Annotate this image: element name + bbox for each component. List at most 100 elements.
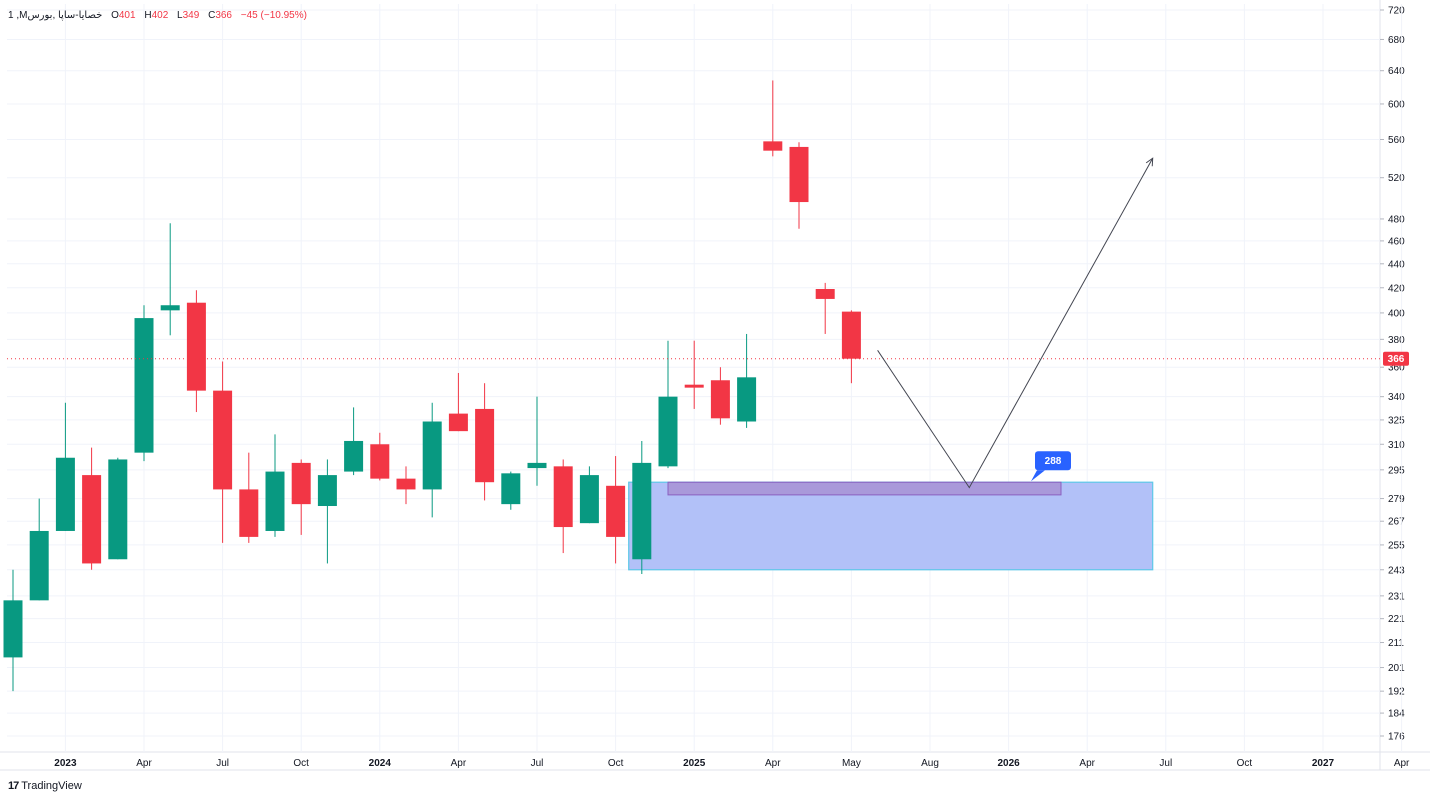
candle-body [501, 473, 521, 505]
candle-body [265, 471, 285, 531]
change-value: −45 (−10.95%) [240, 10, 307, 21]
date-tick-label: Apr [451, 758, 467, 769]
price-tick-label: 176 [1388, 732, 1405, 743]
candle-body [684, 384, 704, 388]
date-tick-label: Apr [1079, 758, 1095, 769]
date-tick-label: Apr [136, 758, 152, 769]
date-tick-label: Jul [216, 758, 229, 769]
candle-body [658, 396, 678, 467]
date-tick-label: Oct [1237, 758, 1253, 769]
candle-body [291, 462, 311, 505]
price-tick-label: 480 [1388, 214, 1405, 225]
projection-path [877, 158, 1154, 489]
price-tick-label: 325 [1388, 415, 1405, 426]
price-tick-label: 340 [1388, 392, 1405, 403]
candle-body [763, 141, 783, 151]
price-tick-label: 400 [1388, 308, 1405, 319]
date-tick-label: 2025 [683, 758, 706, 769]
candle-body [396, 478, 416, 490]
date-tick-label: 2023 [54, 758, 77, 769]
candle-body [448, 413, 468, 432]
support-zone [628, 481, 1154, 571]
projection-arrow-head [1145, 157, 1154, 167]
price-tick-label: 221 [1388, 614, 1405, 625]
close-label: C [208, 10, 216, 21]
candle-body [553, 466, 573, 528]
price-tick-label: 420 [1388, 283, 1405, 294]
candle-body [370, 444, 390, 479]
candle-body [606, 485, 626, 537]
candle-body [815, 288, 835, 299]
price-tick-label: 560 [1388, 135, 1405, 146]
current-price-tag: 366 [1388, 354, 1405, 365]
high-label: H [144, 10, 152, 21]
brand-name: TradingView [21, 780, 82, 792]
candle-body [82, 475, 102, 564]
price-tick-label: 520 [1388, 173, 1405, 184]
candle-body [108, 459, 128, 560]
price-tick-label: 255 [1388, 540, 1405, 551]
price-tick-label: 211 [1388, 638, 1404, 649]
candle-body [475, 408, 495, 483]
price-tick-label: 440 [1388, 259, 1405, 270]
open-value: 401 [118, 10, 136, 21]
candle-body [317, 475, 337, 507]
support-zone-inner [667, 481, 1062, 496]
price-tick-label: 295 [1388, 465, 1405, 476]
zone-label-bg [1035, 451, 1071, 471]
candle-body [422, 421, 442, 490]
price-tick-label: 267 [1388, 517, 1405, 528]
date-tick-label: May [842, 758, 861, 769]
date-tick-label: 2027 [1312, 758, 1335, 769]
price-tick-label: 360 [1388, 363, 1405, 374]
price-tick-label: 380 [1388, 335, 1405, 346]
low-label: L [177, 10, 183, 21]
brand[interactable]: 17 TradingView [8, 780, 82, 792]
candle-body [527, 462, 547, 469]
candle-body [737, 377, 757, 422]
candle-body [3, 600, 23, 658]
price-tick-label: 184 [1388, 709, 1405, 720]
price-tick-label: 201 [1388, 663, 1405, 674]
date-tick-label: Aug [921, 758, 939, 769]
candle-body [29, 530, 49, 601]
date-tick-label: Oct [293, 758, 309, 769]
candle-body [239, 489, 259, 537]
zone-label: 288 [1045, 456, 1062, 467]
tradingview-logo-icon: 17 [8, 780, 19, 792]
candle-body [134, 318, 154, 453]
candle-body [160, 305, 180, 311]
date-tick-label: Jul [1159, 758, 1172, 769]
price-tick-label: 231 [1388, 591, 1405, 602]
candle-body [579, 475, 599, 524]
high-value: 402 [151, 10, 169, 21]
candle-body [186, 302, 206, 391]
candle-body [710, 380, 730, 419]
close-value: 366 [215, 10, 232, 21]
candle-body [55, 457, 75, 531]
price-tick-label: 310 [1388, 440, 1405, 451]
candle-body [841, 311, 861, 359]
current-price-tag-bg [1383, 351, 1409, 366]
date-tick-label: Jul [531, 758, 544, 769]
date-tick-label: 2026 [997, 758, 1020, 769]
price-tick-label: 243 [1388, 565, 1405, 576]
low-value: 349 [182, 10, 200, 21]
symbol-name: 1 ,Mخصایا-ساپا ,بورس [8, 10, 103, 21]
open-label: O [111, 10, 119, 21]
price-tick-label: 460 [1388, 236, 1405, 247]
zone-label-pointer [1031, 470, 1045, 482]
date-tick-label: Apr [765, 758, 781, 769]
price-tick-label: 680 [1388, 35, 1405, 46]
candle-body [213, 390, 233, 490]
candle-body [789, 146, 809, 203]
candle-body [632, 462, 652, 560]
candle-body [344, 440, 364, 472]
date-tick-label: Apr [1394, 758, 1410, 769]
price-tick-label: 600 [1388, 99, 1405, 110]
price-tick-label: 279 [1388, 494, 1405, 505]
date-tick-label: 2024 [369, 758, 392, 769]
price-tick-label: 640 [1388, 66, 1405, 77]
legend: 1 ,Mخصایا-ساپا ,بورس O401 H402 L349 C366… [8, 10, 307, 21]
